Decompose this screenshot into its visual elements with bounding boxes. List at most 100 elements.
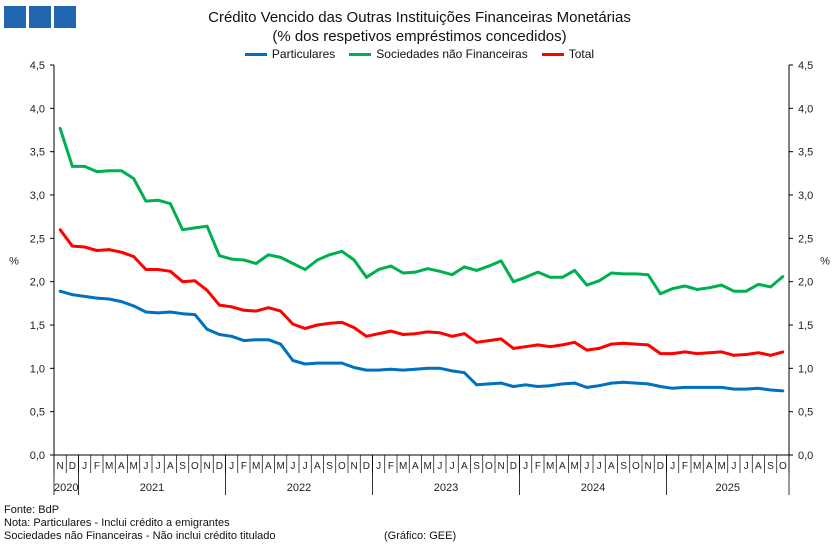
data-point: [511, 385, 515, 388]
data-point: [132, 304, 136, 308]
year-label: 2023: [434, 482, 458, 494]
data-point: [389, 329, 393, 333]
year-label: 2021: [140, 482, 164, 494]
data-point: [707, 286, 711, 290]
month-label: J: [229, 461, 234, 472]
data-point: [781, 275, 785, 278]
data-point: [193, 313, 197, 316]
data-point: [524, 275, 528, 279]
month-label: A: [314, 461, 321, 472]
data-point: [560, 275, 564, 279]
month-label: J: [597, 461, 602, 472]
chart-title: Crédito Vencido das Outras Instituições …: [0, 8, 839, 46]
month-label: O: [485, 461, 493, 472]
month-label: S: [179, 461, 186, 472]
data-point: [426, 330, 430, 334]
y-tick-label-left: 1,0: [30, 363, 45, 375]
data-point: [413, 332, 417, 336]
data-point: [413, 270, 417, 274]
data-point: [168, 310, 172, 314]
data-point: [70, 293, 74, 297]
subtitle: (% dos respetivos empréstimos concedidos…: [272, 28, 567, 45]
data-point: [205, 224, 209, 228]
data-point: [291, 359, 295, 362]
legend-label: Sociedades não Financeiras: [376, 47, 528, 61]
data-point: [732, 387, 736, 391]
data-point: [377, 368, 381, 372]
data-point: [450, 334, 454, 338]
month-label: J: [731, 461, 736, 472]
y-tick-label-left: 4,0: [30, 103, 45, 115]
data-point: [291, 262, 295, 265]
month-label: D: [363, 461, 370, 472]
data-point: [389, 367, 393, 371]
data-point: [634, 342, 638, 346]
data-point: [205, 288, 209, 292]
data-point: [266, 253, 270, 257]
legend-swatch: [244, 52, 267, 56]
data-point: [352, 258, 356, 262]
month-label: A: [265, 461, 272, 472]
data-point: [279, 342, 283, 346]
data-point: [450, 369, 454, 373]
data-point: [744, 289, 748, 293]
data-point: [487, 264, 491, 268]
data-point: [573, 381, 577, 385]
data-point: [756, 351, 760, 355]
data-point: [646, 382, 650, 386]
month-label: J: [437, 461, 442, 472]
data-point: [107, 297, 111, 301]
y-tick-label-right: 1,5: [798, 320, 813, 332]
data-point: [217, 333, 221, 336]
data-point: [70, 244, 74, 248]
y-tick-label-right: 3,0: [798, 190, 813, 202]
data-point: [254, 309, 258, 313]
data-point: [230, 257, 234, 261]
data-point: [732, 289, 736, 293]
month-label: F: [388, 461, 394, 472]
data-point: [585, 283, 589, 287]
data-point: [781, 389, 785, 393]
data-point: [548, 345, 552, 349]
data-point: [254, 338, 258, 342]
data-point: [168, 269, 172, 273]
month-label: D: [69, 461, 76, 472]
data-point: [769, 285, 773, 289]
month-label: A: [755, 461, 762, 472]
month-label: M: [693, 461, 701, 472]
data-point: [658, 292, 662, 296]
month-label: M: [717, 461, 725, 472]
data-point: [119, 169, 123, 173]
note-snf: Sociedades não Financeiras - Não inclui …: [4, 530, 276, 542]
data-point: [107, 169, 111, 173]
data-point: [560, 382, 564, 386]
data-point: [609, 271, 613, 275]
data-point: [634, 381, 638, 385]
data-point: [156, 311, 160, 315]
month-label: S: [473, 461, 480, 472]
data-point: [279, 256, 283, 259]
data-point: [58, 126, 62, 130]
data-point: [230, 305, 234, 309]
data-point: [671, 352, 675, 355]
data-point: [181, 280, 185, 284]
data-point: [266, 306, 270, 310]
series-line-total: [58, 228, 784, 357]
y-tick-label-left: 3,0: [30, 190, 45, 202]
data-point: [119, 300, 123, 303]
legend-item: Particulares: [244, 47, 335, 61]
legend: Particulares Sociedades não Financeiras To…: [0, 47, 839, 61]
data-point: [156, 268, 160, 271]
y-tick-label-left: 1,5: [30, 320, 45, 332]
month-label: J: [670, 461, 675, 472]
data-point: [205, 327, 209, 331]
data-point: [560, 343, 564, 347]
month-label: O: [779, 461, 787, 472]
data-point: [744, 353, 748, 356]
data-point: [548, 275, 552, 279]
data-point: [242, 308, 246, 312]
data-point: [401, 368, 405, 372]
data-point: [58, 289, 62, 293]
data-point: [548, 384, 552, 388]
logo: [4, 6, 76, 28]
